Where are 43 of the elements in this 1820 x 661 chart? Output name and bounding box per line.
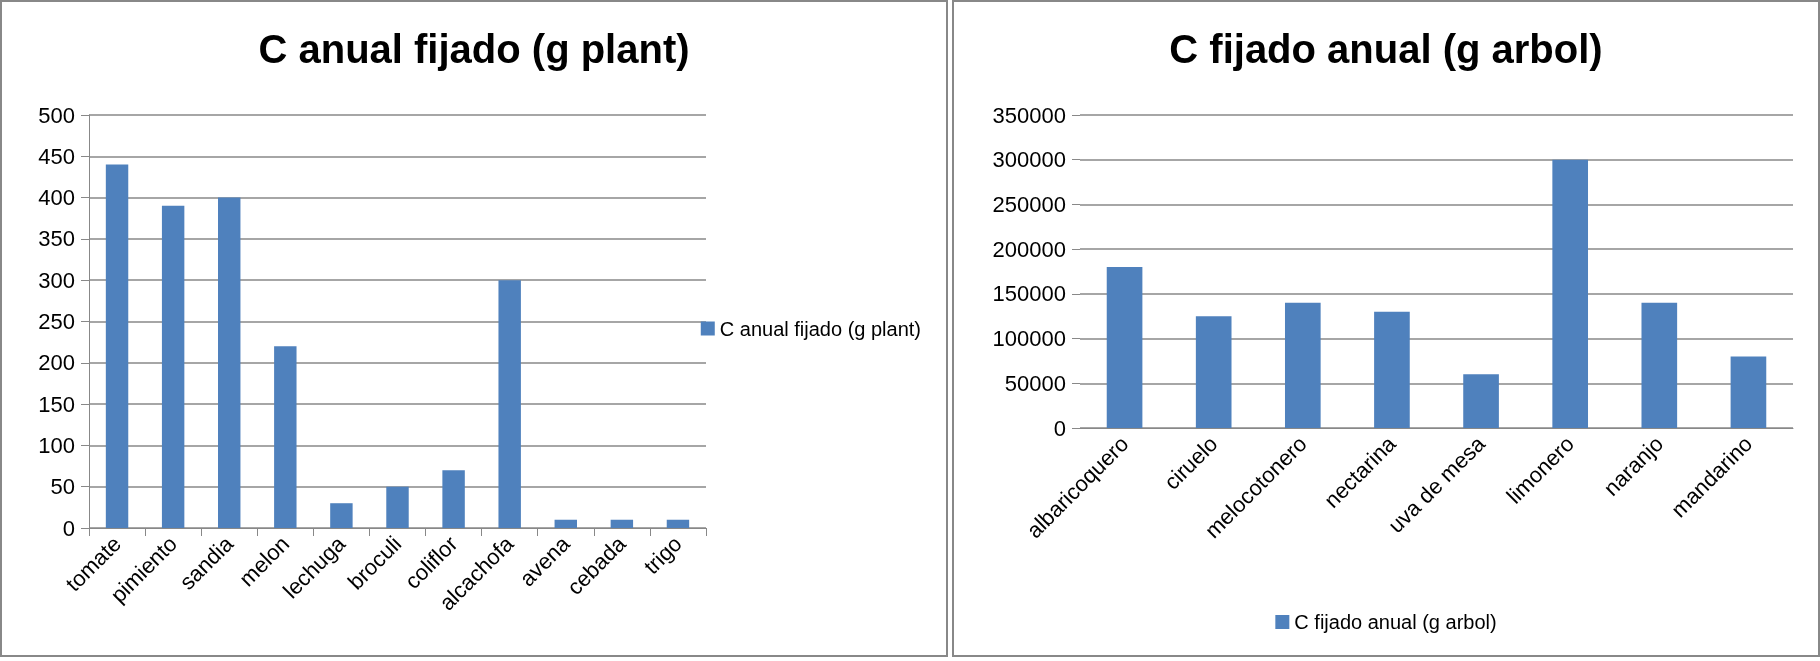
bar	[610, 519, 634, 528]
bar	[1106, 267, 1143, 428]
bar	[1463, 374, 1499, 428]
y-tick-label: 350000	[992, 102, 1066, 128]
bar	[161, 205, 185, 528]
y-tick-label: 50000	[1004, 370, 1066, 396]
y-tick-label: 300000	[992, 147, 1066, 173]
chart-title: C anual fijado (g plant)	[258, 27, 690, 71]
y-tick-label: 0	[1053, 415, 1066, 441]
y-tick-label: 0	[62, 515, 75, 541]
y-tick-label: 350	[38, 226, 75, 252]
legend-label: C anual fijado (g plant)	[719, 317, 921, 340]
y-tick-label: 450	[38, 143, 75, 169]
legend-label: C fijado anual (g arbol)	[1294, 611, 1497, 633]
bar	[498, 280, 521, 528]
y-tick-label: 150000	[992, 281, 1066, 307]
y-tick-label: 400	[38, 185, 75, 211]
y-tick-label: 250	[38, 309, 75, 334]
bar	[1552, 159, 1589, 428]
y-tick-label: 500	[38, 102, 75, 128]
y-tick-label: 100000	[992, 326, 1066, 352]
bar	[554, 519, 577, 528]
bar	[1641, 302, 1678, 428]
bar	[386, 486, 409, 528]
bar	[1374, 311, 1410, 428]
bar	[1195, 316, 1232, 428]
y-tick-label: 50	[50, 474, 75, 500]
y-tick-label: 150	[38, 391, 75, 417]
bar	[218, 197, 241, 528]
bar	[105, 164, 129, 528]
x-tick-label: trigo	[638, 531, 687, 580]
y-tick-label: 300	[38, 267, 75, 293]
bar	[1284, 302, 1321, 428]
bar	[274, 346, 297, 528]
bar	[666, 519, 690, 528]
bar	[1730, 356, 1767, 428]
bar	[330, 503, 353, 528]
y-tick-label: 200	[38, 350, 75, 376]
chart-title: C fijado anual (g arbol)	[1169, 27, 1603, 71]
bar	[442, 470, 465, 528]
y-tick-label: 100	[38, 432, 75, 458]
y-tick-label: 250000	[992, 191, 1066, 217]
y-tick-label: 200000	[992, 236, 1066, 262]
